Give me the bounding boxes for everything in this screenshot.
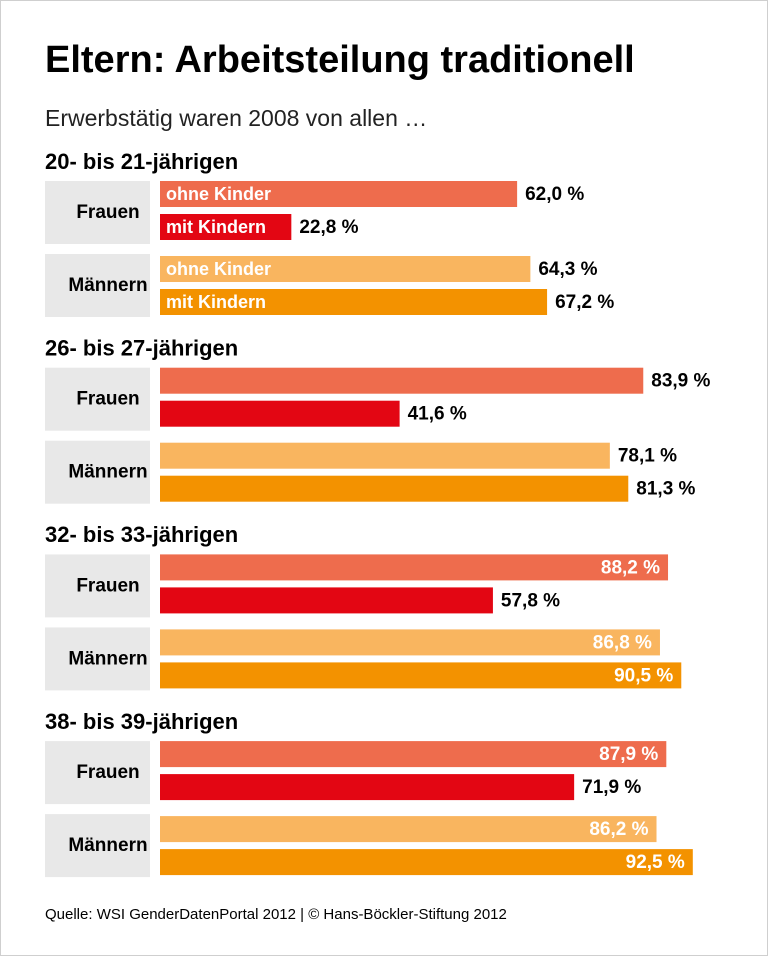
group-box [45,181,150,244]
bar [160,774,575,801]
value-label: 88,2 % [601,557,660,578]
bar [160,367,644,394]
chart-title: Eltern: Arbeitsteilung traditionell [45,39,635,81]
bar [160,849,693,876]
series-label: ohne Kinder [166,184,271,204]
group-label: 32- bis 33-jährigen [45,522,238,547]
bar [160,400,400,427]
group-label: 26- bis 27-jährigen [45,336,238,361]
bar [160,554,669,581]
gender-label: Männern [68,835,147,856]
value-label: 41,6 % [408,404,467,425]
group-box [45,554,150,618]
group-box [45,254,150,317]
value-label: 92,5 % [626,852,685,873]
value-label: 86,8 % [593,632,652,653]
series-label: mit Kindern [166,217,266,237]
gender-label: Frauen [76,202,139,223]
group-box [45,741,150,805]
gender-label: Frauen [76,389,139,410]
bar [160,587,493,614]
bar [160,816,657,843]
value-label: 57,8 % [501,590,560,611]
group-label: 20- bis 21-jährigen [45,149,238,174]
gender-label: Männern [68,275,147,296]
gender-label: Frauen [76,575,139,596]
bar [160,181,518,207]
bar [160,475,629,502]
group-label: 38- bis 39-jährigen [45,709,238,734]
group-box [45,627,150,691]
bar [160,256,531,282]
group-box [45,814,150,878]
value-label: 83,9 % [651,371,710,392]
bar [160,214,292,240]
value-label: 87,9 % [599,744,658,765]
group-box [45,440,150,504]
value-label: 86,2 % [589,819,648,840]
value-label: 78,1 % [618,446,677,467]
bar [160,289,548,315]
bar [160,662,682,689]
bar [160,629,660,656]
chart-subtitle: Erwerbstätig waren 2008 von allen … [45,105,427,131]
value-label: 81,3 % [636,479,695,500]
gender-label: Männern [68,648,147,669]
bar [160,741,667,768]
value-label: 67,2 % [555,292,614,313]
value-label: 62,0 % [525,184,584,205]
value-label: 22,8 % [299,217,358,238]
value-label: 64,3 % [538,259,597,280]
series-label: mit Kindern [166,292,266,312]
source: Quelle: WSI GenderDatenPortal 2012 | © H… [45,906,507,923]
bar [160,442,610,469]
series-label: ohne Kinder [166,259,271,279]
value-label: 90,5 % [614,665,673,686]
value-label: 71,9 % [582,777,641,798]
gender-label: Frauen [76,762,139,783]
group-box [45,367,150,431]
gender-label: Männern [68,462,147,483]
